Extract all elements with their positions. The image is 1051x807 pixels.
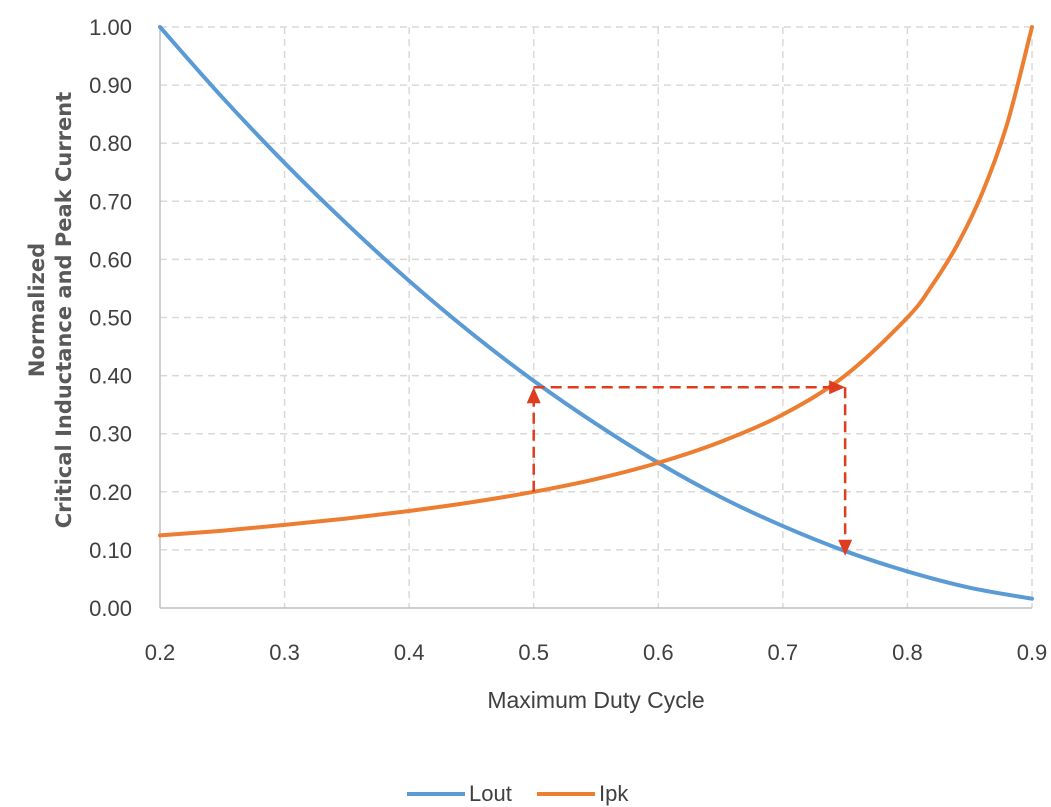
axes xyxy=(159,27,1032,609)
x-tick-label: 0.7 xyxy=(768,640,799,665)
x-tick-label: 0.9 xyxy=(1017,640,1048,665)
y-tick-label: 0.80 xyxy=(89,131,132,156)
legend-label-ipk: Ipk xyxy=(599,781,629,806)
x-tick-label: 0.4 xyxy=(394,640,425,665)
annotation-arrowhead xyxy=(838,539,853,556)
y-tick-label: 0.50 xyxy=(89,306,132,331)
series-line-lout xyxy=(158,25,1034,601)
legend: Lout Ipk xyxy=(407,781,629,806)
y-axis-title-line-2: Critical Inductance and Peak Current xyxy=(52,92,76,529)
x-tick-label: 0.5 xyxy=(518,640,549,665)
y-tick-label: 1.00 xyxy=(89,15,132,40)
x-tick-label: 0.3 xyxy=(269,640,300,665)
y-tick-label: 0.30 xyxy=(89,422,132,447)
y-tick-label: 0.10 xyxy=(89,538,132,563)
y-axis-title-line-1: Normalized xyxy=(25,243,49,377)
y-tick-label: 0.60 xyxy=(89,247,132,272)
y-tick-label: 0.20 xyxy=(89,480,132,505)
y-tick-label: 0.90 xyxy=(89,73,132,98)
annotation-arrowhead xyxy=(526,387,541,404)
series-layer xyxy=(158,25,1034,601)
grid xyxy=(160,26,1033,608)
x-axis-title: Maximum Duty Cycle xyxy=(487,687,704,713)
series-line-ipk xyxy=(158,25,1034,538)
annotation-arrowhead xyxy=(829,380,846,395)
x-tick-label: 0.6 xyxy=(643,640,674,665)
y-tick-label: 0.00 xyxy=(89,596,132,621)
tick-layer: 0.000.100.200.300.400.500.600.700.800.90… xyxy=(89,15,1047,665)
y-axis-title: Normalized Critical Inductance and Peak … xyxy=(25,92,76,529)
y-tick-label: 0.70 xyxy=(89,189,132,214)
y-tick-label: 0.40 xyxy=(89,364,132,389)
legend-label-lout: Lout xyxy=(469,781,512,806)
x-tick-label: 0.8 xyxy=(892,640,923,665)
x-tick-label: 0.2 xyxy=(145,640,176,665)
annotation-layer xyxy=(526,380,853,556)
